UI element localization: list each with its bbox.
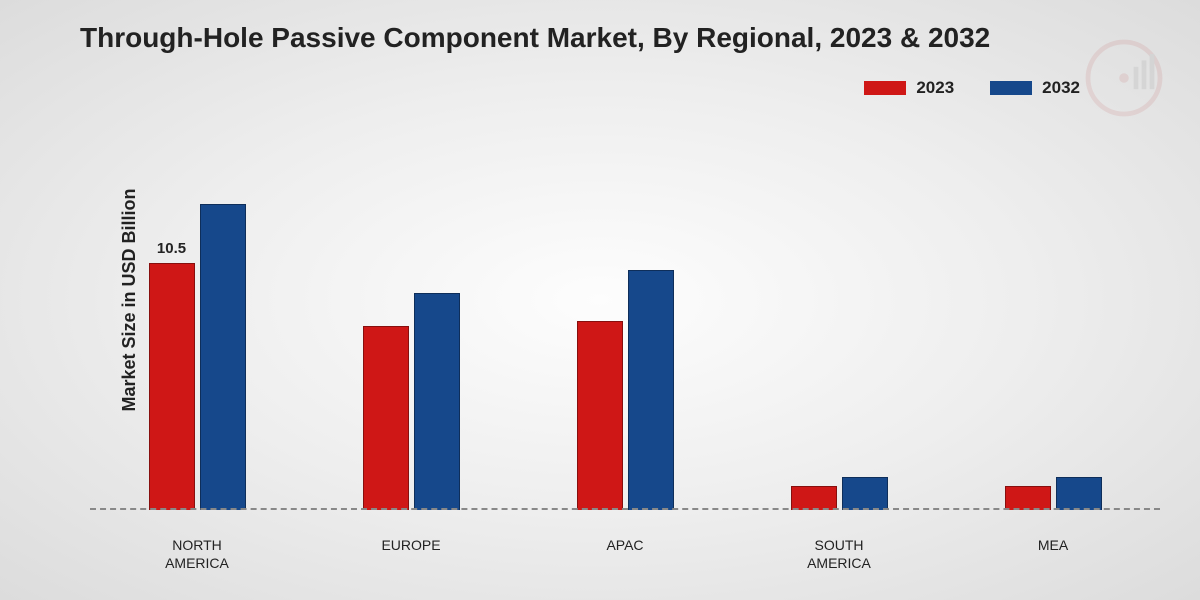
x-axis-labels: NORTH AMERICA EUROPE APAC SOUTH AMERICA MEA xyxy=(90,537,1160,572)
bar-2023 xyxy=(577,321,623,510)
bar-2023 xyxy=(363,326,409,510)
legend-label-2023: 2023 xyxy=(916,78,954,98)
plot-area: 10.5 xyxy=(90,180,1160,510)
x-tick-label: MEA xyxy=(993,537,1113,572)
bar-group xyxy=(791,477,888,510)
bar-2023 xyxy=(791,486,837,510)
legend-label-2032: 2032 xyxy=(1042,78,1080,98)
bar-2032 xyxy=(842,477,888,510)
bar-group xyxy=(1005,477,1102,510)
x-tick-label: NORTH AMERICA xyxy=(137,537,257,572)
bar-groups: 10.5 xyxy=(90,180,1160,510)
bar-value-label: 10.5 xyxy=(157,240,186,257)
x-tick-label: EUROPE xyxy=(351,537,471,572)
watermark-icon xyxy=(1084,38,1164,118)
bar-2032 xyxy=(414,293,460,510)
legend-swatch-2032 xyxy=(990,81,1032,95)
bar-2032 xyxy=(628,270,674,510)
legend-item-2032: 2032 xyxy=(990,78,1080,98)
legend-item-2023: 2023 xyxy=(864,78,954,98)
chart-title: Through-Hole Passive Component Market, B… xyxy=(80,22,990,54)
bar-group xyxy=(363,293,460,510)
bar-group xyxy=(577,270,674,510)
x-axis-baseline xyxy=(90,508,1160,510)
bar-2023: 10.5 xyxy=(149,263,195,511)
x-tick-label: APAC xyxy=(565,537,685,572)
bar-group: 10.5 xyxy=(149,204,246,510)
bar-2032 xyxy=(200,204,246,510)
bar-2032 xyxy=(1056,477,1102,510)
legend: 2023 2032 xyxy=(864,78,1080,98)
bar-2023 xyxy=(1005,486,1051,510)
legend-swatch-2023 xyxy=(864,81,906,95)
x-tick-label: SOUTH AMERICA xyxy=(779,537,899,572)
